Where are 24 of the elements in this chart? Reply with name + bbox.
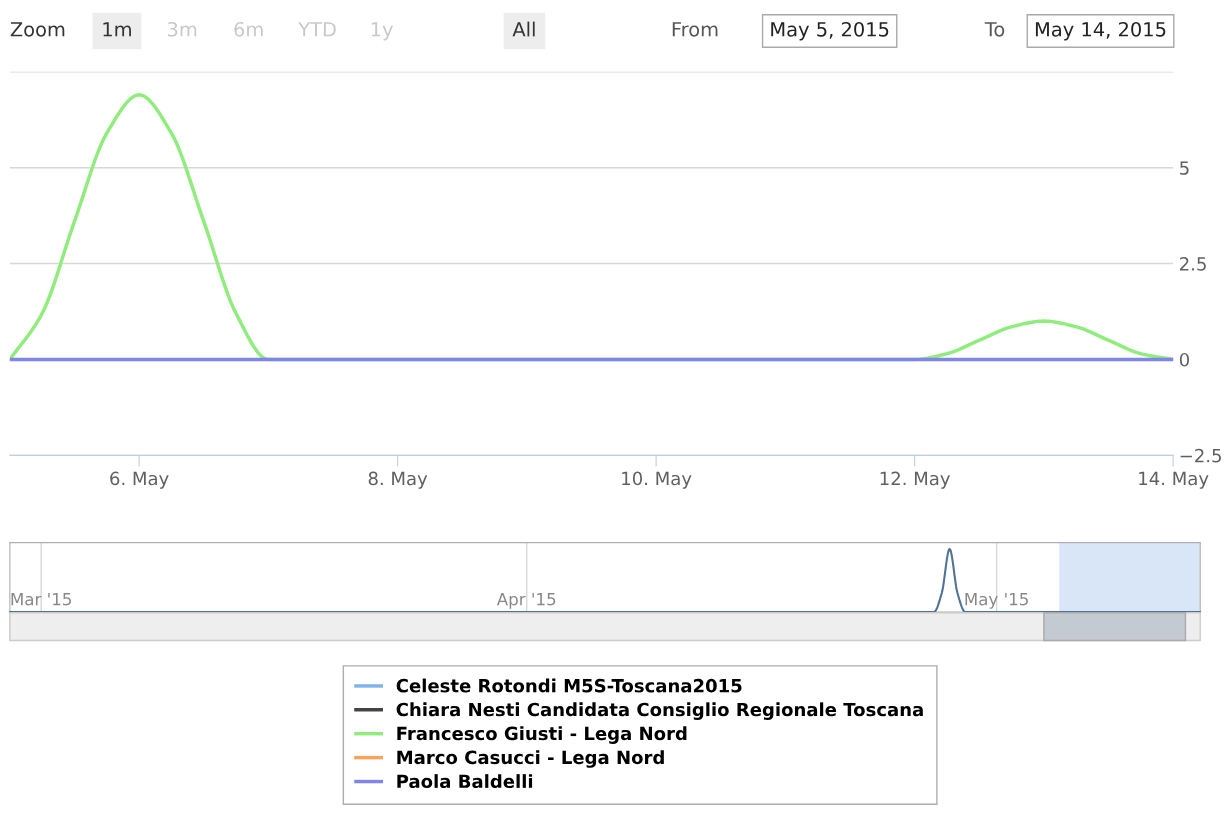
text: 1m <box>103 22 131 37</box>
y-tick-label: 0 <box>1179 352 1189 367</box>
text: From <box>672 22 718 37</box>
x-tick-label: 10. May <box>622 471 692 489</box>
x-tick-label: May '15 <box>965 593 1028 609</box>
y-tick-label: −2.5 <box>1180 448 1221 463</box>
legend-label: Paola Baldelli <box>397 774 533 789</box>
text: Zoom <box>10 22 65 37</box>
text: May 5, 2015 <box>771 21 889 41</box>
y-tick-label: 2.5 <box>1180 257 1206 271</box>
x-tick-label: Apr '15 <box>496 593 556 609</box>
x-tick-label: 6. May <box>110 471 169 489</box>
legend-label: Celeste Rotondi M5S-Toscana2015 <box>396 678 742 693</box>
x-tick-label: 12. May <box>880 471 950 489</box>
x-tick-label: 14. May <box>1139 471 1209 489</box>
text: May 14, 2015 <box>1035 21 1166 41</box>
text: All <box>512 21 535 37</box>
x-tick-label: Mar '15 <box>11 593 71 606</box>
text: To <box>984 22 1005 37</box>
y-tick-label: 5 <box>1180 161 1189 175</box>
legend-label: Marco Casucci - Lega Nord <box>397 750 664 768</box>
legend-label: Francesco Giusti - Lega Nord <box>397 726 687 744</box>
legend-label: Chiara Nesti Candidata Consiglio Regionale Toscana <box>396 702 923 720</box>
x-tick-label: 8. May <box>368 471 428 489</box>
